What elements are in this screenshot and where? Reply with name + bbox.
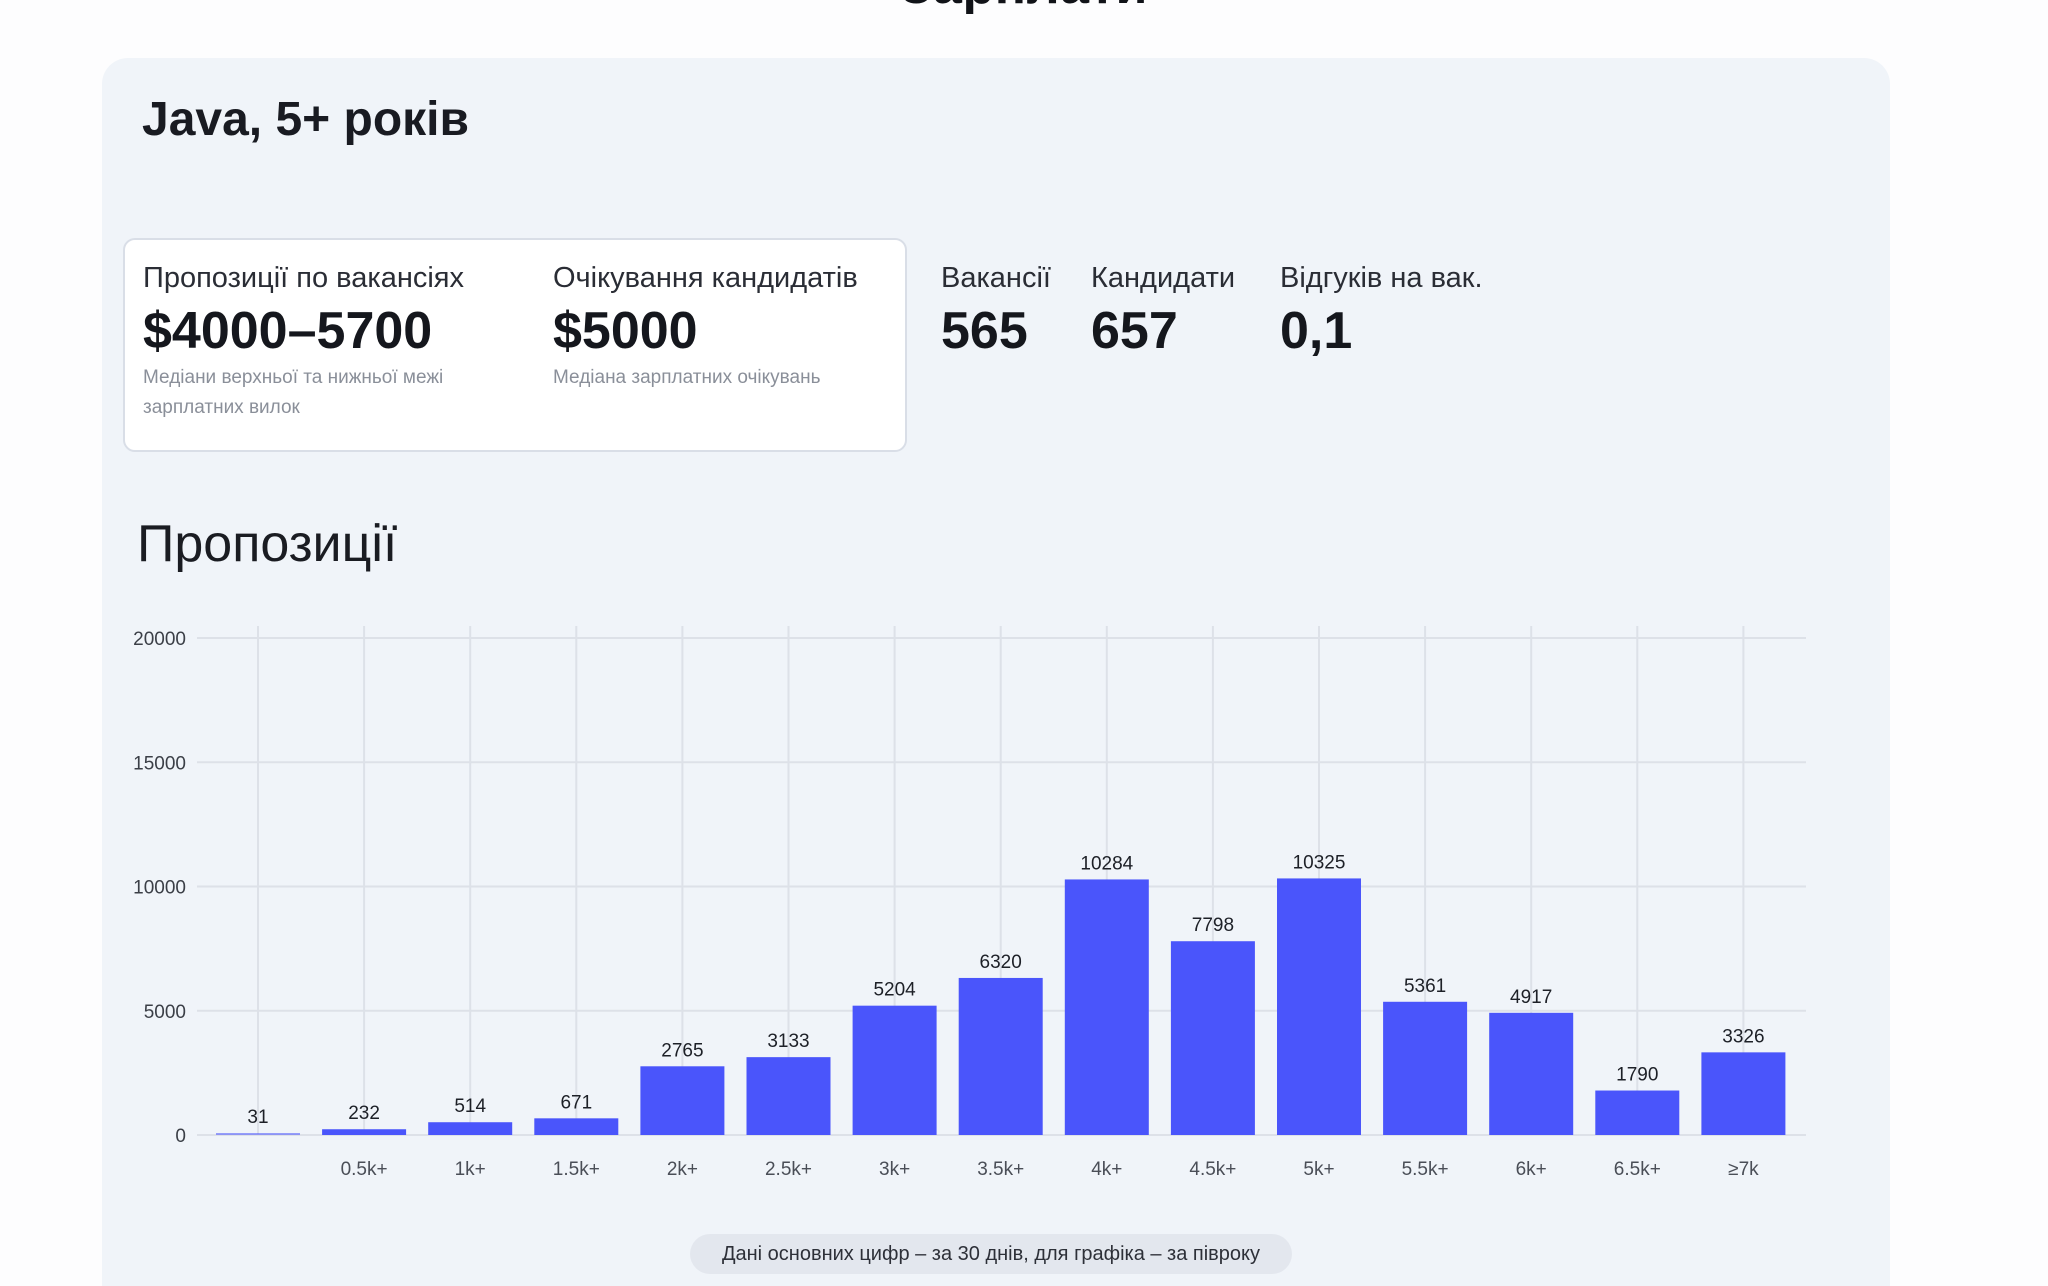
x-tick-label: 1.5k+ — [553, 1159, 600, 1180]
bar — [958, 977, 1043, 1135]
bar — [1489, 1012, 1574, 1135]
bar — [1064, 879, 1149, 1135]
x-tick-label: 4k+ — [1091, 1159, 1122, 1180]
y-tick-label: 15000 — [133, 753, 186, 774]
bar-value-label: 7798 — [1192, 915, 1234, 936]
page-heading: Зарплати — [0, 0, 2048, 16]
x-tick-label: 1k+ — [455, 1159, 486, 1180]
vacancies-label: Вакансії — [941, 262, 1051, 294]
bar-value-label: 6320 — [980, 952, 1022, 973]
expectations-stat: Очікування кандидатів $5000 Медіана зарп… — [553, 262, 893, 393]
expectations-value: $5000 — [553, 302, 698, 360]
bar-value-label: 2765 — [661, 1040, 703, 1061]
x-tick-label: 3.5k+ — [977, 1159, 1024, 1180]
candidates-value: 657 — [1091, 302, 1178, 360]
offers-stat: Пропозиції по вакансіях $4000–5700 Медіа… — [143, 262, 523, 423]
bar-value-label: 10284 — [1080, 853, 1133, 874]
card-title: Java, 5+ років — [142, 93, 470, 146]
candidates-label: Кандидати — [1091, 262, 1236, 294]
vacancies-value: 565 — [941, 302, 1028, 360]
bar — [1701, 1052, 1786, 1135]
x-tick-label: 5.5k+ — [1402, 1159, 1449, 1180]
bar-value-label: 4917 — [1510, 987, 1552, 1008]
bar-value-label: 3133 — [767, 1031, 809, 1052]
salary-summary-box — [123, 238, 907, 452]
y-tick-label: 5000 — [144, 1002, 186, 1023]
bar-value-label: 1790 — [1616, 1065, 1658, 1086]
bar — [852, 1005, 937, 1135]
bar — [216, 1133, 300, 1135]
expectations-label: Очікування кандидатів — [553, 262, 858, 294]
x-tick-label: 5k+ — [1303, 1159, 1334, 1180]
offers-label: Пропозиції по вакансіях — [143, 262, 464, 294]
vacancies-stat: Вакансії 565 — [941, 262, 1051, 361]
x-tick-label: 0.5k+ — [341, 1159, 388, 1180]
bar-value-label: 5204 — [873, 980, 916, 1001]
x-tick-label: ≥7k — [1728, 1159, 1759, 1180]
bar-value-label: 232 — [348, 1103, 380, 1124]
x-tick-label: 6.5k+ — [1614, 1159, 1661, 1180]
expectations-note: Медіана зарплатних очікувань — [553, 367, 821, 388]
y-tick-label: 20000 — [133, 629, 186, 650]
y-tick-label: 10000 — [133, 878, 186, 899]
offers-section-title: Пропозиції — [137, 515, 398, 573]
candidates-stat: Кандидати 657 — [1091, 262, 1235, 361]
responses-value: 0,1 — [1280, 302, 1353, 360]
bar — [322, 1129, 407, 1135]
bar-value-label: 3326 — [1722, 1026, 1764, 1047]
x-tick-label: 4.5k+ — [1189, 1159, 1236, 1180]
offers-note: Медіани верхньої та нижньої межі зарплат… — [143, 367, 444, 418]
bar — [428, 1122, 513, 1135]
offers-value: $4000–5700 — [143, 302, 433, 360]
x-tick-label: 2.5k+ — [765, 1159, 812, 1180]
bar — [1170, 941, 1255, 1135]
bar — [640, 1066, 725, 1135]
bar — [746, 1057, 831, 1135]
x-tick-label: 3k+ — [879, 1159, 910, 1180]
responses-label: Відгуків на вак. — [1280, 262, 1483, 294]
bar-value-label: 5361 — [1404, 976, 1446, 997]
responses-stat: Відгуків на вак. 0,1 — [1280, 262, 1483, 361]
bar-value-label: 10325 — [1293, 852, 1346, 873]
bar — [1383, 1001, 1468, 1135]
data-period-note: Дані основних цифр – за 30 днів, для гра… — [690, 1234, 1292, 1274]
bar-value-label: 671 — [560, 1092, 592, 1113]
x-tick-label: 2k+ — [667, 1159, 698, 1180]
bar — [1595, 1090, 1680, 1135]
y-tick-label: 0 — [175, 1126, 186, 1147]
bar — [534, 1118, 619, 1135]
bar-value-label: 31 — [247, 1107, 268, 1128]
x-tick-label: 6k+ — [1516, 1159, 1547, 1180]
bar-value-label: 514 — [454, 1096, 486, 1117]
bar — [1277, 878, 1361, 1135]
